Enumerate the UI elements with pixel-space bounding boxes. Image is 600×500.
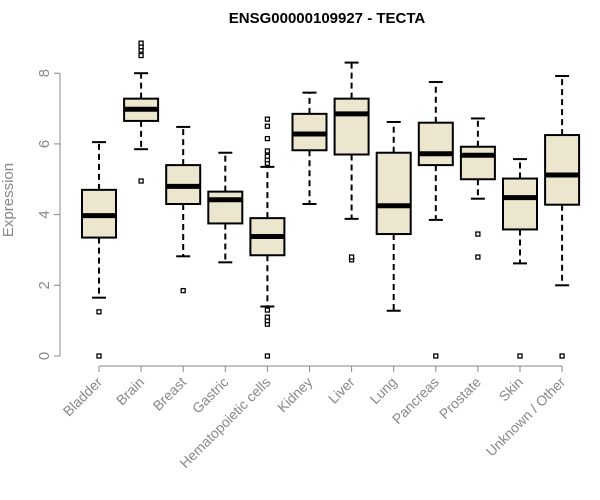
outlier-point	[264, 153, 271, 159]
outlier-point	[96, 309, 102, 315]
box-iqr	[375, 151, 412, 236]
outlier-point	[475, 231, 481, 237]
outlier-point	[180, 287, 186, 294]
y-axis: 0 2 4 6 8	[36, 69, 61, 360]
outlier-point	[348, 254, 355, 260]
box-group	[417, 81, 454, 359]
box-group	[165, 125, 202, 294]
x-tick-label: Bladder	[60, 374, 106, 420]
boxes	[81, 40, 581, 359]
box-iqr	[207, 190, 244, 225]
y-tick-label: 8	[36, 69, 53, 77]
x-tick-label: Breast	[149, 374, 189, 414]
outlier-point	[138, 178, 144, 184]
box-group	[502, 158, 538, 359]
y-tick-label: 2	[36, 281, 53, 289]
x-tick-label: Unknown / Other	[483, 374, 569, 460]
box-group	[81, 141, 117, 359]
outlier-point	[264, 307, 271, 313]
box-iqr	[502, 177, 538, 231]
box-group	[333, 61, 370, 263]
outlier-point	[517, 353, 523, 359]
x-tick-label: Lung	[366, 374, 399, 407]
x-tick-label: Skin	[496, 374, 527, 405]
outlier-point	[264, 148, 271, 154]
x-tick-label: Liver	[325, 374, 358, 407]
x-tick-label: Brain	[113, 374, 147, 408]
outlier-point	[264, 353, 271, 359]
outlier-point	[264, 116, 271, 122]
outlier-point	[264, 314, 271, 320]
box-group	[249, 116, 286, 359]
outlier-point	[96, 353, 102, 359]
outlier-point	[433, 353, 439, 359]
x-tick-label: Kidney	[274, 374, 316, 416]
y-tick-label: 0	[36, 352, 53, 360]
chart-title: ENSG00000109927 - TECTA	[229, 10, 426, 27]
y-tick-label: 4	[36, 210, 53, 218]
box-iqr	[417, 121, 454, 167]
y-tick-label: 6	[36, 140, 53, 148]
box-group	[375, 120, 412, 312]
outlier-point	[138, 40, 144, 46]
outlier-point	[559, 353, 565, 359]
x-tick-label: Pancreas	[389, 374, 442, 427]
outlier-point	[138, 52, 144, 59]
outlier-point	[475, 254, 481, 260]
box-group	[207, 151, 244, 264]
box-group	[123, 40, 160, 184]
box-group	[291, 91, 328, 205]
box-group	[544, 75, 581, 359]
y-axis-label: Expression	[0, 163, 17, 237]
outlier-point	[264, 123, 271, 129]
box-iqr	[544, 134, 581, 206]
box-iqr	[333, 97, 370, 156]
x-tick-label: Prostate	[436, 374, 484, 422]
outlier-point	[264, 135, 271, 142]
box-iqr	[459, 145, 496, 181]
box-group	[459, 117, 496, 260]
